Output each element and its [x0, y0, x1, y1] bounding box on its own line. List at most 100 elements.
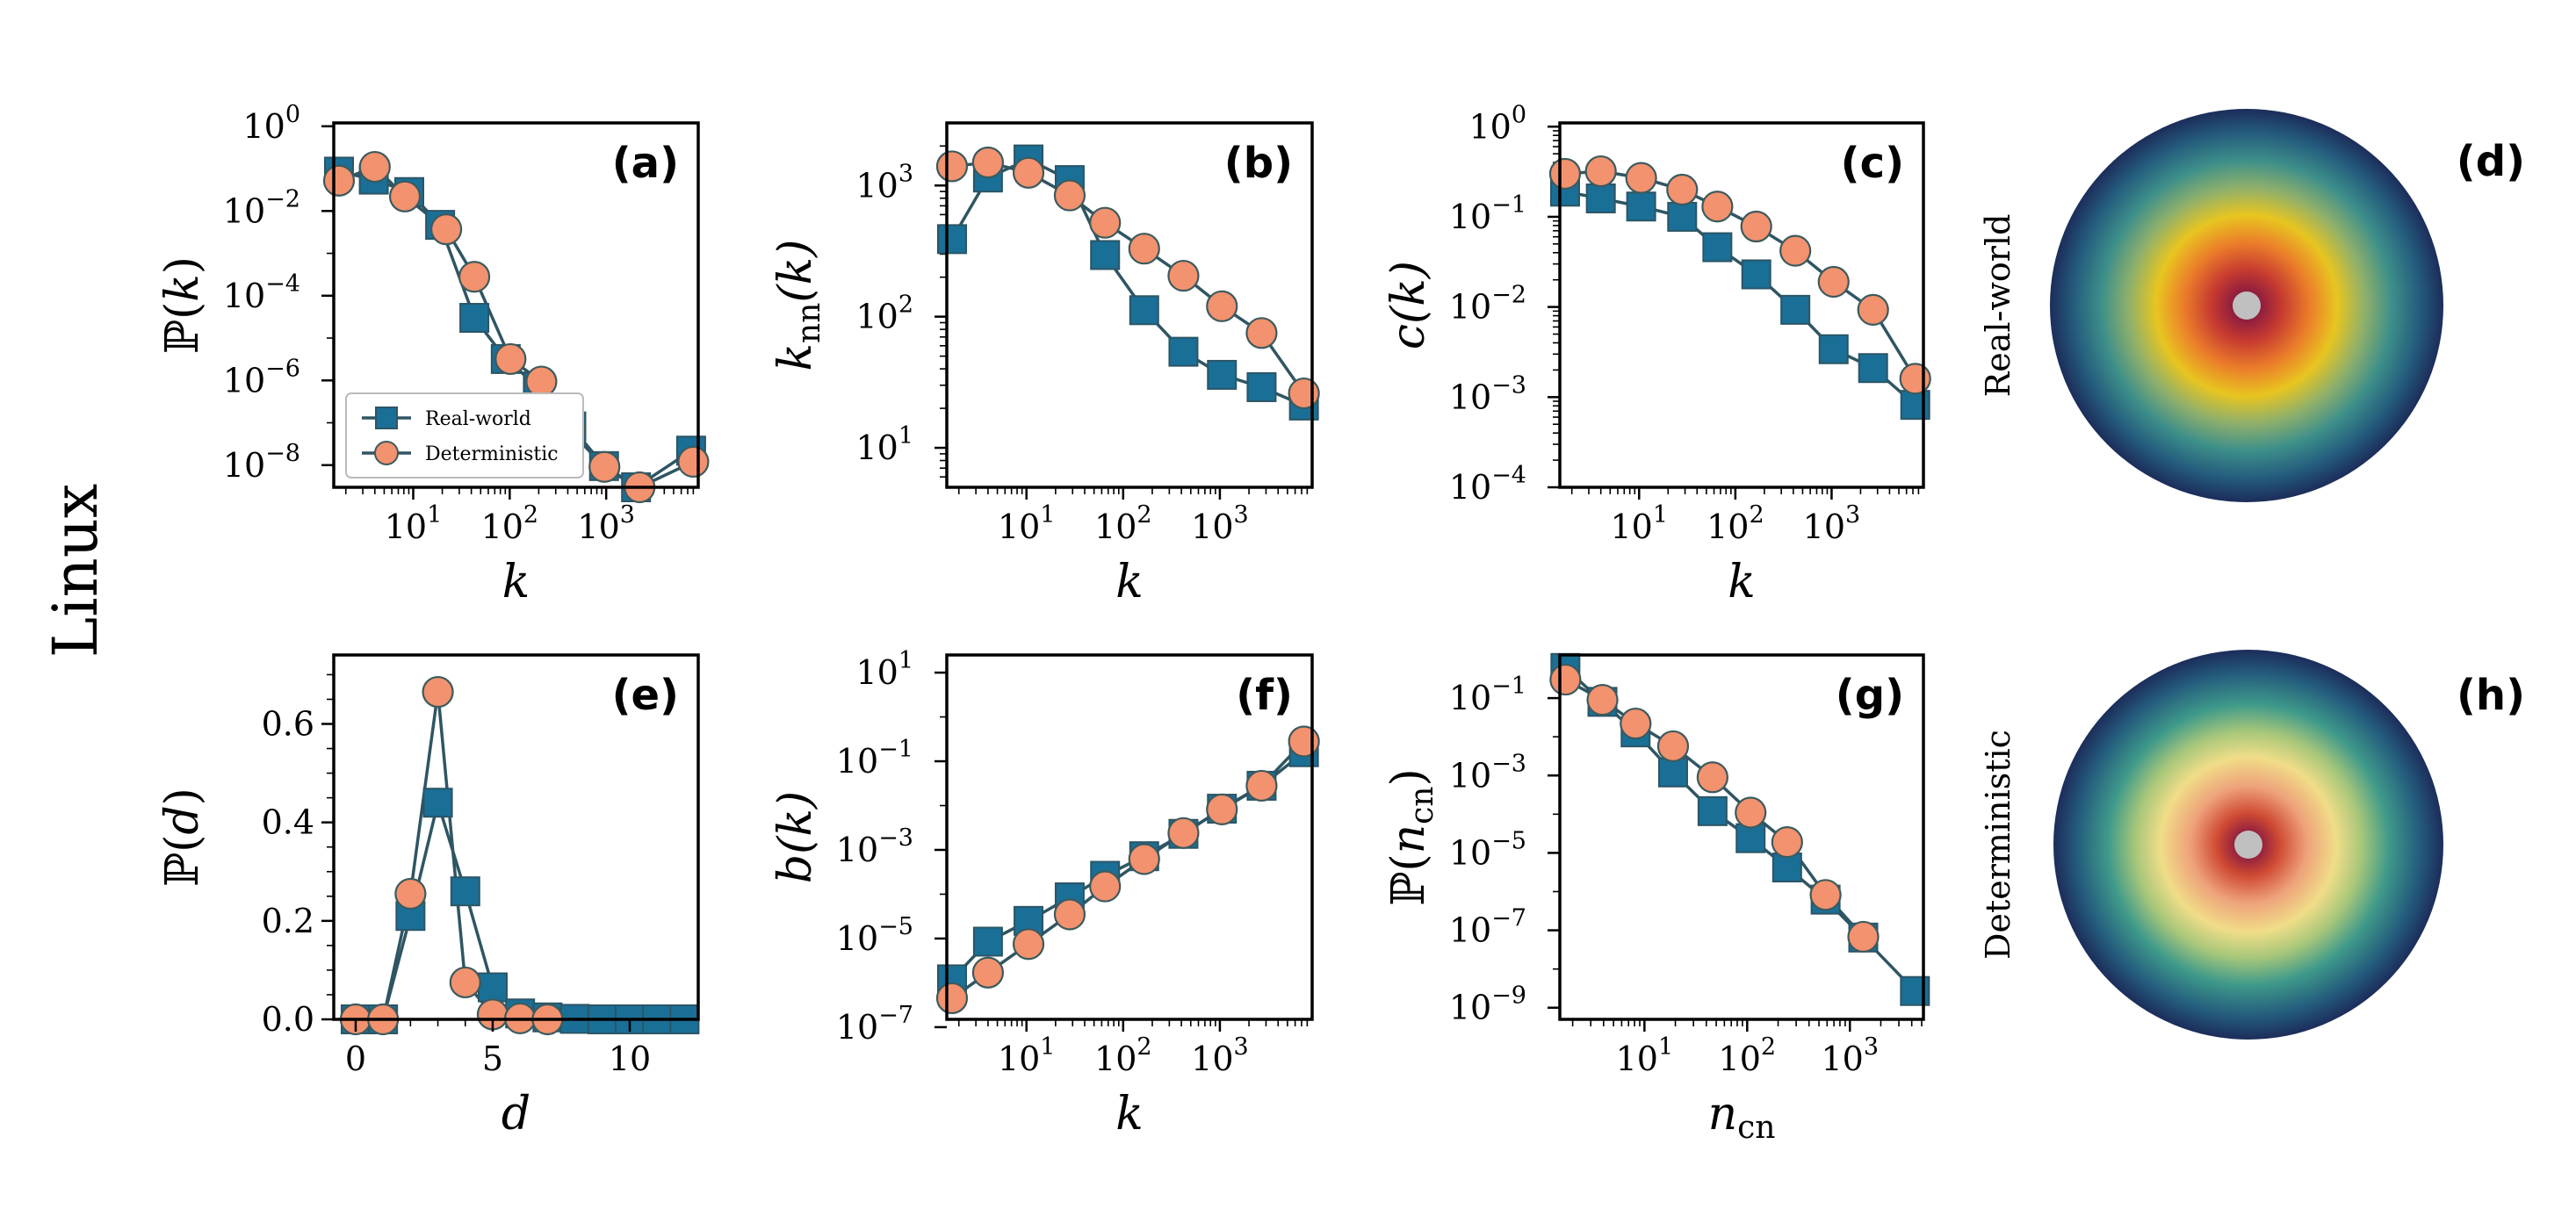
circle-marker: [1549, 663, 1582, 696]
y-axis-label: ℙ(ncn): [1382, 768, 1440, 906]
circle-marker: [1012, 928, 1045, 961]
square-marker: [1667, 201, 1698, 232]
circle-marker: [1206, 793, 1238, 825]
circle-marker: [449, 966, 481, 999]
circle-marker: [1817, 265, 1850, 299]
circle-marker: [1666, 173, 1699, 206]
y-tick-label: 10−1: [836, 736, 913, 781]
circle-marker: [1809, 879, 1842, 911]
circle-marker: [494, 342, 527, 376]
circle-marker: [388, 180, 422, 212]
square-marker: [1702, 232, 1733, 263]
square-marker: [1697, 795, 1728, 826]
row-label: Linux: [40, 484, 112, 658]
square-marker: [422, 788, 453, 818]
x-tick-label: 5: [482, 1040, 503, 1078]
axes-frame: [945, 653, 1314, 1021]
panel-b: 101 102 103 103 102 101 k knn(k) (b): [769, 121, 1320, 608]
legend-frame: [345, 392, 584, 479]
series-line-det: [355, 691, 548, 1021]
y-tick-label: 10−2: [223, 185, 300, 230]
square-marker: [1626, 191, 1656, 222]
circle-marker: [1245, 769, 1278, 802]
series-line-det: [1564, 169, 1917, 380]
panel-tag-a: (a): [612, 139, 679, 188]
side-label-det: Deterministic: [1979, 730, 2017, 960]
legend-square-marker: [375, 407, 398, 429]
circle-marker: [1288, 377, 1320, 410]
x-axis-label: ncn: [1708, 1088, 1776, 1146]
x-tick-label: 103: [1803, 501, 1861, 546]
circle-marker: [525, 365, 558, 398]
circle-marker: [458, 261, 491, 293]
panel-tag-f: (f): [1236, 671, 1293, 720]
circle-marker: [1245, 317, 1278, 349]
square-marker: [1014, 905, 1044, 936]
series-line-real: [950, 157, 1305, 407]
panel-tag-c: (c): [1841, 139, 1904, 188]
circle-marker: [1696, 761, 1728, 794]
y-tick-label: 0.0: [262, 1000, 314, 1039]
y-tick-label: 10−1: [1449, 191, 1526, 236]
circle-marker: [1167, 259, 1200, 292]
x-tick-label: 101: [1611, 501, 1669, 546]
panel-tag-g: (g): [1836, 671, 1904, 720]
y-tick-label: 0.6: [262, 705, 314, 744]
x-tick-label: 102: [1707, 501, 1764, 546]
embedding-core-det: [2234, 831, 2262, 859]
circle-marker: [394, 877, 427, 910]
circle-marker: [1656, 730, 1690, 763]
x-tick-label: 10: [609, 1040, 651, 1078]
series-line-real: [1564, 190, 1916, 407]
y-axis-label: ℙ(k): [156, 256, 209, 354]
series-line-det: [951, 161, 1306, 395]
x-tick-label: 101: [998, 1033, 1056, 1078]
x-axis-label: k: [502, 556, 530, 608]
x-tick-label: 102: [481, 501, 539, 546]
circle-marker: [1288, 725, 1320, 758]
axes-frame: [332, 653, 700, 1021]
panel-a: 101 102 103 100 10−2 10−4 10−6 10−8 k ℙ(k) (a): [156, 101, 710, 608]
axes-frame: [1558, 121, 1925, 489]
circle-marker: [971, 146, 1005, 179]
circle-marker: [430, 213, 463, 246]
x-axis-label: d: [501, 1088, 530, 1141]
square-marker: [1741, 259, 1771, 290]
legend-circle-marker: [374, 441, 399, 465]
square-marker: [1780, 294, 1811, 325]
circle-marker: [935, 982, 969, 1015]
legend-label-det: Deterministic: [425, 443, 559, 465]
square-marker: [459, 303, 490, 334]
square-marker: [972, 926, 1003, 957]
circle-marker: [1735, 796, 1767, 829]
legend: Real-world Deterministic: [345, 392, 584, 479]
panel-c: 101 102 103 100 10−1 10−2 10−3 10−4 k c(k) (c): [1382, 101, 1931, 608]
square-marker: [1168, 336, 1199, 367]
panel-e: 0 5 10 0.0 0.2 0.4 0.6 d ℙ(d) (e): [156, 653, 700, 1141]
y-tick-label: 10−7: [836, 1002, 913, 1047]
y-axis-label: b(k): [769, 791, 822, 883]
embedding-core-real: [2233, 291, 2261, 320]
circle-marker: [1089, 870, 1122, 903]
x-axis-label: k: [1728, 556, 1756, 608]
y-tick-label: 100: [242, 101, 300, 146]
circle-marker: [1053, 179, 1086, 212]
square-marker: [936, 224, 967, 255]
circle-marker: [1584, 155, 1617, 188]
legend-label-real: Real-world: [425, 408, 531, 430]
circle-marker: [1128, 233, 1160, 265]
series-line-real: [1564, 666, 1916, 992]
circle-marker: [1847, 920, 1880, 954]
axes-frame: [1558, 653, 1925, 1021]
y-tick-label: 10−4: [1449, 462, 1526, 507]
circle-marker: [1548, 157, 1582, 191]
circle-marker: [1701, 191, 1734, 223]
x-tick-label: 103: [577, 501, 635, 546]
y-tick-label: 10−3: [1449, 750, 1526, 795]
square-marker: [1207, 359, 1237, 390]
y-tick-label: 0.2: [262, 902, 314, 940]
circle-marker: [1012, 156, 1045, 189]
x-tick-label: 103: [1191, 501, 1249, 546]
square-marker: [1090, 240, 1121, 270]
